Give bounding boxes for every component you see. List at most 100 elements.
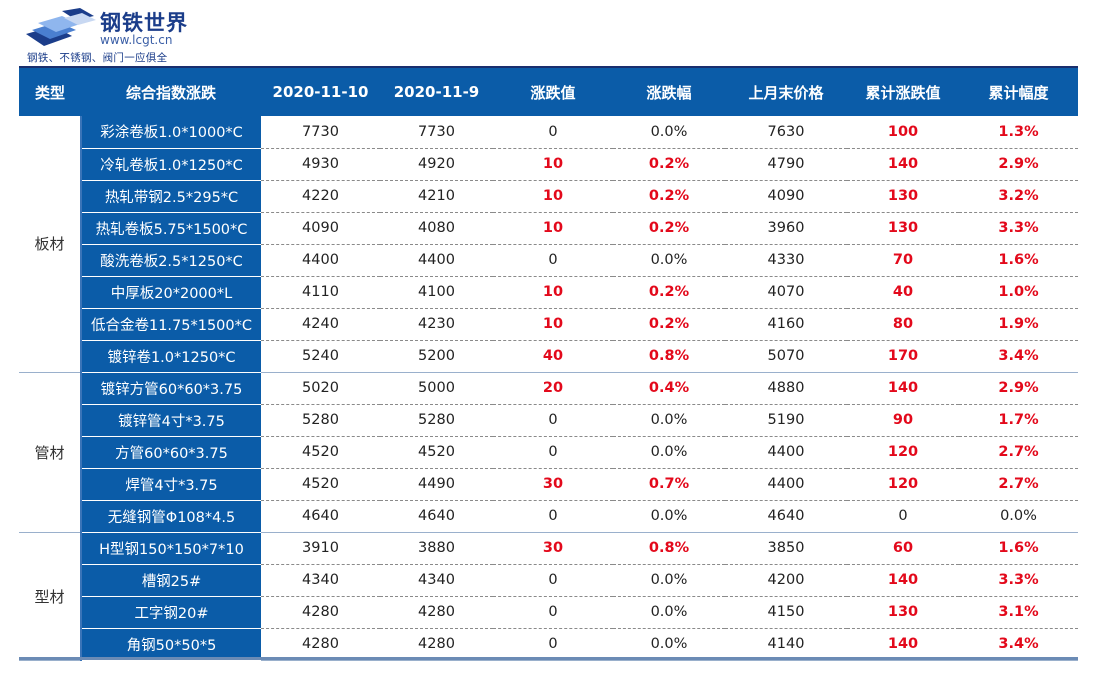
- change-percent-cell: 0.0%: [613, 500, 725, 533]
- column-header-last-month-price: 上月末价格: [725, 66, 847, 116]
- product-name-cell: 工字钢20#: [81, 596, 261, 629]
- product-name-cell: 彩涂卷板1.0*1000*C: [81, 116, 261, 149]
- last-month-price-cell: 3960: [725, 212, 847, 245]
- cumulative-change-cell: 130: [847, 180, 959, 213]
- change-value-cell: 0: [493, 500, 613, 533]
- table-body: 板材 彩涂卷板1.0*1000*C 7730 7730 0 0.0% 7630 100 1.3%…: [19, 116, 1078, 661]
- product-name-cell: 镀锌方管60*60*3.75: [81, 372, 261, 405]
- table-bottom-rule: [19, 657, 1078, 660]
- last-month-price-cell: 7630: [725, 116, 847, 149]
- change-percent-cell: 0.2%: [613, 148, 725, 181]
- price-current-cell: 4930: [261, 148, 380, 181]
- cumulative-change-cell: 140: [847, 564, 959, 597]
- table-header-row: 类型 综合指数涨跌 2020-11-10 2020-11-9 涨跌值 涨跌幅 上…: [19, 66, 1078, 116]
- price-previous-cell: 4100: [380, 276, 493, 309]
- column-header-cumulative-change: 累计涨跌值: [847, 66, 959, 116]
- cumulative-percent-cell: 1.6%: [959, 244, 1078, 277]
- column-header-change-value: 涨跌值: [493, 66, 613, 116]
- change-percent-cell: 0.2%: [613, 276, 725, 309]
- change-value-cell: 0: [493, 628, 613, 661]
- change-value-cell: 10: [493, 180, 613, 213]
- column-header-type: 类型: [19, 66, 81, 116]
- last-month-price-cell: 3850: [725, 532, 847, 565]
- price-current-cell: 4520: [261, 436, 380, 469]
- product-name-cell: 酸洗卷板2.5*1250*C: [81, 244, 261, 277]
- column-header-cumulative-percent: 累计幅度: [959, 66, 1078, 116]
- last-month-price-cell: 4150: [725, 596, 847, 629]
- price-previous-cell: 4920: [380, 148, 493, 181]
- cumulative-percent-cell: 3.3%: [959, 212, 1078, 245]
- change-value-cell: 0: [493, 596, 613, 629]
- price-current-cell: 4110: [261, 276, 380, 309]
- price-previous-cell: 4490: [380, 468, 493, 501]
- product-name-cell: 热轧卷板5.75*1500*C: [81, 212, 261, 245]
- cumulative-change-cell: 140: [847, 628, 959, 661]
- table-row: 酸洗卷板2.5*1250*C 4400 4400 0 0.0% 4330 70 1.6%: [19, 244, 1078, 277]
- change-value-cell: 0: [493, 116, 613, 149]
- last-month-price-cell: 4400: [725, 468, 847, 501]
- change-value-cell: 10: [493, 212, 613, 245]
- table-row: 热轧带钢2.5*295*C 4220 4210 10 0.2% 4090 130 3.2%: [19, 180, 1078, 213]
- change-percent-cell: 0.0%: [613, 404, 725, 437]
- column-header-index-change: 综合指数涨跌: [81, 66, 261, 116]
- last-month-price-cell: 4140: [725, 628, 847, 661]
- cumulative-change-cell: 100: [847, 116, 959, 149]
- cumulative-percent-cell: 0.0%: [959, 500, 1078, 533]
- cumulative-change-cell: 130: [847, 596, 959, 629]
- cumulative-percent-cell: 3.4%: [959, 628, 1078, 661]
- table-row: 板材 彩涂卷板1.0*1000*C 7730 7730 0 0.0% 7630 100 1.3%: [19, 116, 1078, 373]
- steel-price-index-table: 类型 综合指数涨跌 2020-11-10 2020-11-9 涨跌值 涨跌幅 上…: [19, 66, 1078, 661]
- cumulative-change-cell: 90: [847, 404, 959, 437]
- product-name-cell: 低合金卷11.75*1500*C: [81, 308, 261, 341]
- price-previous-cell: 5280: [380, 404, 493, 437]
- logo-brand-name: 钢铁世界: [100, 11, 188, 35]
- product-name-cell: 槽钢25#: [81, 564, 261, 597]
- table-row: 中厚板20*2000*L 4110 4100 10 0.2% 4070 40 1.0%: [19, 276, 1078, 309]
- last-month-price-cell: 4070: [725, 276, 847, 309]
- price-current-cell: 5240: [261, 340, 380, 373]
- product-name-cell: 冷轧卷板1.0*1250*C: [81, 148, 261, 181]
- product-name-cell: 角钢50*50*5: [81, 628, 261, 661]
- cumulative-change-cell: 120: [847, 468, 959, 501]
- cumulative-change-cell: 60: [847, 532, 959, 565]
- price-previous-cell: 4210: [380, 180, 493, 213]
- column-header-change-percent: 涨跌幅: [613, 66, 725, 116]
- last-month-price-cell: 4400: [725, 436, 847, 469]
- price-previous-cell: 4340: [380, 564, 493, 597]
- cumulative-percent-cell: 2.7%: [959, 436, 1078, 469]
- cumulative-percent-cell: 3.1%: [959, 596, 1078, 629]
- change-percent-cell: 0.2%: [613, 308, 725, 341]
- change-percent-cell: 0.0%: [613, 436, 725, 469]
- last-month-price-cell: 4330: [725, 244, 847, 277]
- cumulative-change-cell: 130: [847, 212, 959, 245]
- change-value-cell: 0: [493, 244, 613, 277]
- product-name-cell: 镀锌卷1.0*1250*C: [81, 340, 261, 373]
- cumulative-percent-cell: 1.6%: [959, 532, 1078, 565]
- cumulative-change-cell: 140: [847, 148, 959, 181]
- price-previous-cell: 4280: [380, 596, 493, 629]
- product-name-cell: 镀锌管4寸*3.75: [81, 404, 261, 437]
- table-row: 热轧卷板5.75*1500*C 4090 4080 10 0.2% 3960 130 3.3%: [19, 212, 1078, 245]
- price-previous-cell: 4280: [380, 628, 493, 661]
- change-value-cell: 10: [493, 148, 613, 181]
- cumulative-percent-cell: 3.2%: [959, 180, 1078, 213]
- last-month-price-cell: 4160: [725, 308, 847, 341]
- price-current-cell: 3910: [261, 532, 380, 565]
- change-percent-cell: 0.2%: [613, 180, 725, 213]
- column-header-date-current: 2020-11-10: [261, 66, 380, 116]
- price-current-cell: 4640: [261, 500, 380, 533]
- price-previous-cell: 4640: [380, 500, 493, 533]
- change-value-cell: 40: [493, 340, 613, 373]
- price-current-cell: 4280: [261, 628, 380, 661]
- category-cell: 管材: [19, 372, 82, 533]
- site-logo[interactable]: 钢铁世界 www.lcgt.cn 钢铁、不锈钢、阀门一应俱全: [24, 6, 204, 64]
- product-name-cell: H型钢150*150*7*10: [81, 532, 261, 565]
- change-percent-cell: 0.4%: [613, 372, 725, 405]
- table-row: 冷轧卷板1.0*1250*C 4930 4920 10 0.2% 4790 140 2.9%: [19, 148, 1078, 181]
- logo-url: www.lcgt.cn: [100, 33, 173, 47]
- price-previous-cell: 7730: [380, 116, 493, 149]
- last-month-price-cell: 5190: [725, 404, 847, 437]
- price-previous-cell: 4080: [380, 212, 493, 245]
- change-value-cell: 30: [493, 532, 613, 565]
- table-row: 镀锌卷1.0*1250*C 5240 5200 40 0.8% 5070 170 3.4%: [19, 340, 1078, 373]
